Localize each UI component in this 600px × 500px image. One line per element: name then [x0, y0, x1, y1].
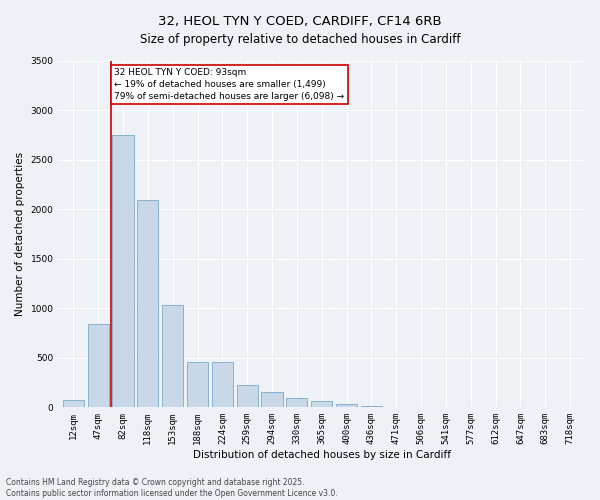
Bar	[212, 362, 233, 408]
Bar	[88, 324, 109, 407]
Bar	[187, 362, 208, 408]
Bar	[63, 400, 84, 407]
Text: 32, HEOL TYN Y COED, CARDIFF, CF14 6RB: 32, HEOL TYN Y COED, CARDIFF, CF14 6RB	[158, 15, 442, 28]
Bar	[262, 392, 283, 407]
X-axis label: Distribution of detached houses by size in Cardiff: Distribution of detached houses by size …	[193, 450, 451, 460]
Bar	[311, 402, 332, 407]
Bar	[137, 200, 158, 408]
Text: Contains HM Land Registry data © Crown copyright and database right 2025.
Contai: Contains HM Land Registry data © Crown c…	[6, 478, 338, 498]
Text: 32 HEOL TYN Y COED: 93sqm
← 19% of detached houses are smaller (1,499)
79% of se: 32 HEOL TYN Y COED: 93sqm ← 19% of detac…	[115, 68, 344, 100]
Bar	[112, 135, 134, 407]
Bar	[162, 306, 183, 408]
Bar	[336, 404, 357, 407]
Bar	[361, 406, 382, 407]
Bar	[236, 384, 258, 407]
Y-axis label: Number of detached properties: Number of detached properties	[15, 152, 25, 316]
Text: Size of property relative to detached houses in Cardiff: Size of property relative to detached ho…	[140, 32, 460, 46]
Bar	[386, 406, 407, 408]
Bar	[286, 398, 307, 407]
